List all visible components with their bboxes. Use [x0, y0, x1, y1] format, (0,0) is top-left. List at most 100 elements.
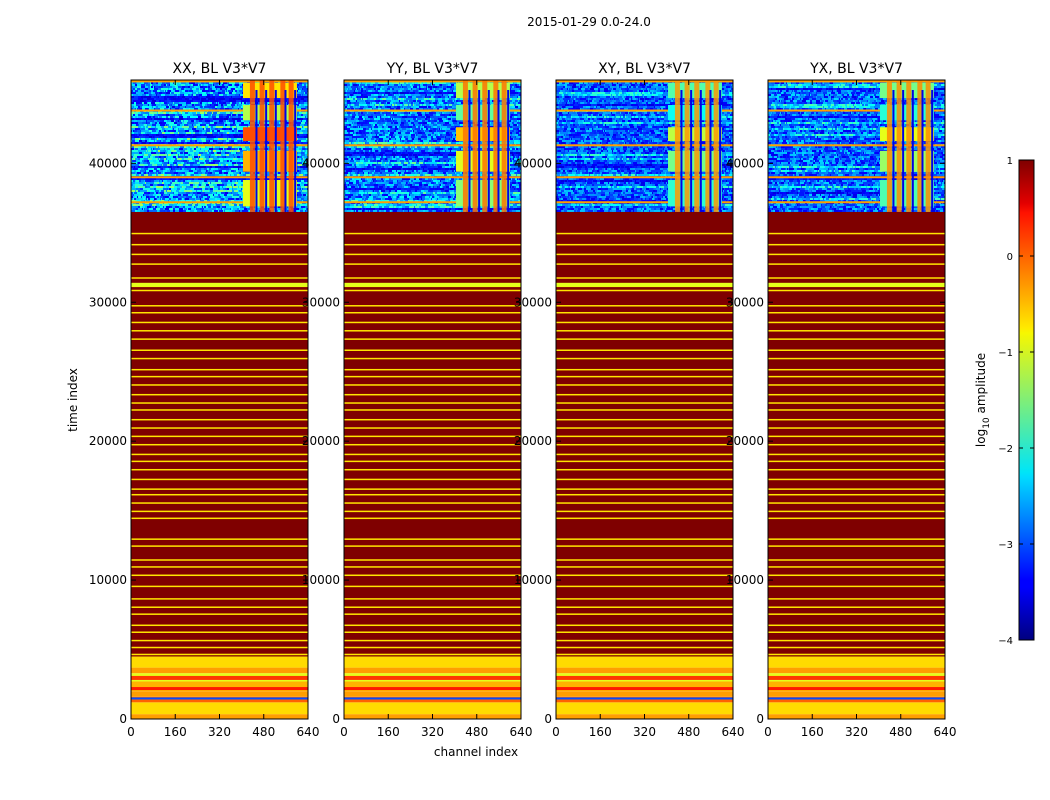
- noise-cell: [298, 142, 299, 144]
- noise-cell: [306, 158, 308, 160]
- noise-cell: [172, 126, 176, 128]
- noise-cell: [181, 150, 185, 152]
- noise-cell: [234, 184, 236, 186]
- noise-cell: [213, 100, 214, 102]
- noise-cell: [165, 90, 166, 92]
- noise-cell: [168, 126, 171, 128]
- noise-cell: [219, 170, 222, 172]
- noise-cell: [188, 124, 192, 126]
- noise-cell: [187, 184, 190, 186]
- noise-cell: [299, 190, 302, 192]
- noise-cell: [306, 148, 308, 150]
- noise-cell: [228, 86, 230, 88]
- noise-cell: [223, 126, 226, 128]
- noise-cell: [175, 100, 178, 102]
- noise-cell: [227, 160, 228, 162]
- noise-cell: [207, 102, 208, 104]
- noise-cell: [209, 160, 211, 162]
- noise-cell: [172, 150, 176, 152]
- noise-cell: [216, 150, 220, 152]
- noise-cell: [302, 148, 303, 150]
- noise-cell: [299, 84, 302, 86]
- noise-cell: [177, 170, 181, 172]
- noise-cell: [235, 132, 239, 134]
- noise-cell: [201, 186, 203, 188]
- noise-cell: [142, 114, 143, 116]
- noise-cell: [144, 192, 148, 194]
- noise-cell: [133, 156, 137, 158]
- noise-cell: [222, 140, 224, 142]
- noise-cell: [231, 150, 232, 152]
- noise-cell: [176, 198, 178, 200]
- noise-cell: [246, 174, 248, 176]
- noise-cell: [196, 136, 197, 138]
- noise-cell: [238, 186, 239, 188]
- noise-cell: [171, 142, 174, 144]
- noise-cell: [238, 116, 241, 118]
- noise-cell: [301, 122, 305, 124]
- stripe: [131, 289, 308, 292]
- noise-cell: [278, 206, 282, 208]
- noise-cell: [217, 198, 220, 200]
- noise-cell: [206, 170, 207, 172]
- noise-cell: [228, 164, 232, 166]
- noise-cell: [222, 182, 224, 184]
- noise-cell: [155, 158, 156, 160]
- noise-cell: [185, 130, 189, 132]
- noise-cell: [235, 134, 238, 136]
- noise-cell: [218, 132, 219, 134]
- noise-cell: [209, 186, 210, 188]
- noise-cell: [302, 198, 304, 200]
- noise-cell: [216, 118, 220, 120]
- noise-cell: [189, 186, 193, 188]
- noise-cell: [180, 146, 184, 148]
- noise-cell: [219, 162, 220, 164]
- noise-cell: [257, 206, 261, 208]
- noise-cell: [159, 154, 163, 156]
- noise-cell: [178, 106, 180, 108]
- noise-cell: [207, 170, 208, 172]
- noise-cell: [150, 200, 152, 202]
- noise-cell: [223, 210, 224, 212]
- noise-cell: [173, 192, 174, 194]
- noise-cell: [236, 136, 239, 138]
- noise-cell: [166, 170, 167, 172]
- noise-cell: [231, 184, 232, 186]
- noise-cell: [233, 106, 234, 108]
- noise-cell: [132, 160, 133, 162]
- noise-cell: [278, 210, 282, 212]
- noise-cell: [185, 206, 189, 208]
- noise-cell: [147, 98, 150, 100]
- noise-cell: [220, 124, 224, 126]
- noise-cell: [177, 84, 181, 86]
- noise-cell: [141, 142, 142, 144]
- noise-cell: [508, 82, 512, 84]
- noise-cell: [160, 210, 164, 212]
- noise-cell: [217, 130, 220, 132]
- noise-cell: [156, 208, 160, 210]
- noise-cell: [158, 146, 159, 148]
- noise-cell: [230, 208, 231, 210]
- noise-cell: [194, 96, 198, 98]
- noise-cell: [191, 128, 192, 130]
- noise-cell: [178, 120, 179, 122]
- noise-cell: [305, 148, 306, 150]
- noise-cell: [156, 106, 158, 108]
- noise-cell: [153, 150, 156, 152]
- noise-cell: [223, 190, 226, 192]
- noise-cell: [298, 162, 302, 164]
- noise-cell: [137, 116, 138, 118]
- noise-cell: [162, 204, 165, 206]
- noise-cell: [170, 192, 173, 194]
- noise-cell: [214, 186, 218, 188]
- noise-cell: [221, 92, 225, 94]
- noise-cell: [170, 134, 172, 136]
- noise-cell: [171, 152, 173, 154]
- noise-cell: [147, 198, 148, 200]
- noise-cell: [240, 132, 244, 134]
- noise-cell: [203, 106, 204, 108]
- noise-cell: [175, 158, 177, 160]
- noise-cell: [167, 146, 170, 148]
- noise-cell: [178, 200, 179, 202]
- noise-cell: [164, 90, 165, 92]
